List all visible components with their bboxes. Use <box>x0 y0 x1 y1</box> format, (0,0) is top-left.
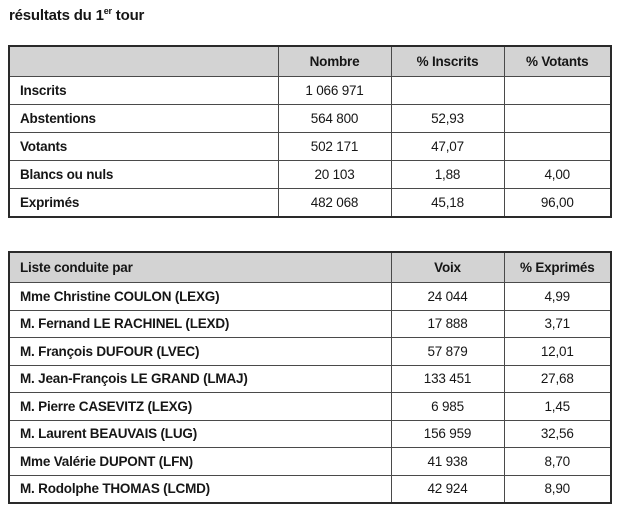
cell-pct-inscrits: 47,07 <box>390 132 505 161</box>
candidate-name: M. Pierre CASEVITZ (LEXG) <box>8 392 392 421</box>
column-header-pct-exprimes: % Exprimés <box>503 251 612 283</box>
table-row: M. Laurent BEAUVAIS (LUG) 156 959 32,56 <box>8 419 612 448</box>
cell-pct-exprimes: 8,90 <box>503 474 612 504</box>
cell-voix: 156 959 <box>390 419 505 448</box>
cell-pct-exprimes: 3,71 <box>503 309 612 338</box>
cell-pct-exprimes: 8,70 <box>503 447 612 476</box>
candidate-name: M. Fernand LE RACHINEL (LEXD) <box>8 309 392 338</box>
cell-nombre: 20 103 <box>277 160 392 189</box>
results-table: Liste conduite par Voix % Exprimés Mme C… <box>8 251 612 504</box>
cell-pct-inscrits: 45,18 <box>390 188 505 218</box>
results-header-row: Liste conduite par Voix % Exprimés <box>8 251 612 283</box>
candidate-name: M. François DUFOUR (LVEC) <box>8 337 392 366</box>
table-row: Exprimés 482 068 45,18 96,00 <box>8 188 612 218</box>
candidate-name: M. Laurent BEAUVAIS (LUG) <box>8 419 392 448</box>
cell-voix: 24 044 <box>390 282 505 311</box>
page-title-rest: tour <box>111 7 145 24</box>
turnout-table: Nombre % Inscrits % Votants Inscrits 1 0… <box>8 45 612 218</box>
cell-voix: 41 938 <box>390 447 505 476</box>
column-header-liste: Liste conduite par <box>8 251 392 283</box>
cell-pct-exprimes: 12,01 <box>503 337 612 366</box>
cell-pct-exprimes: 1,45 <box>503 392 612 421</box>
table-row: M. Rodolphe THOMAS (LCMD) 42 924 8,90 <box>8 474 612 504</box>
cell-nombre: 1 066 971 <box>277 76 392 105</box>
table-row: M. François DUFOUR (LVEC) 57 879 12,01 <box>8 337 612 366</box>
cell-pct-inscrits: 52,93 <box>390 104 505 133</box>
candidate-name: M. Rodolphe THOMAS (LCMD) <box>8 474 392 504</box>
table-row: M. Fernand LE RACHINEL (LEXD) 17 888 3,7… <box>8 309 612 338</box>
table-row: Mme Christine COULON (LEXG) 24 044 4,99 <box>8 282 612 311</box>
table-row: Mme Valérie DUPONT (LFN) 41 938 8,70 <box>8 447 612 476</box>
column-header-nombre: Nombre <box>277 45 392 77</box>
page-title-main: résultats du 1 <box>9 7 104 24</box>
page-title-superscript: er <box>103 6 112 16</box>
cell-pct-votants <box>503 76 612 105</box>
table-row: Inscrits 1 066 971 <box>8 76 612 105</box>
cell-nombre: 482 068 <box>277 188 392 218</box>
column-header-pct-inscrits: % Inscrits <box>390 45 505 77</box>
cell-voix: 57 879 <box>390 337 505 366</box>
cell-nombre: 564 800 <box>277 104 392 133</box>
turnout-header-row: Nombre % Inscrits % Votants <box>8 45 612 77</box>
table-row: Abstentions 564 800 52,93 <box>8 104 612 133</box>
table-row: Votants 502 171 47,07 <box>8 132 612 161</box>
column-header-empty <box>8 45 279 77</box>
cell-pct-inscrits: 1,88 <box>390 160 505 189</box>
table-row: M. Pierre CASEVITZ (LEXG) 6 985 1,45 <box>8 392 612 421</box>
row-label: Abstentions <box>8 104 279 133</box>
row-label: Blancs ou nuls <box>8 160 279 189</box>
cell-pct-votants: 96,00 <box>503 188 612 218</box>
column-header-pct-votants: % Votants <box>503 45 612 77</box>
cell-pct-exprimes: 27,68 <box>503 364 612 393</box>
cell-pct-votants: 4,00 <box>503 160 612 189</box>
column-header-voix: Voix <box>390 251 505 283</box>
row-label: Exprimés <box>8 188 279 218</box>
cell-pct-votants <box>503 104 612 133</box>
row-label: Votants <box>8 132 279 161</box>
cell-voix: 133 451 <box>390 364 505 393</box>
candidate-name: Mme Christine COULON (LEXG) <box>8 282 392 311</box>
cell-pct-inscrits <box>390 76 505 105</box>
candidate-name: M. Jean-François LE GRAND (LMAJ) <box>8 364 392 393</box>
cell-nombre: 502 171 <box>277 132 392 161</box>
cell-voix: 6 985 <box>390 392 505 421</box>
table-row: M. Jean-François LE GRAND (LMAJ) 133 451… <box>8 364 612 393</box>
cell-pct-votants <box>503 132 612 161</box>
page-title: résultats du 1er tour <box>9 6 145 25</box>
cell-pct-exprimes: 4,99 <box>503 282 612 311</box>
cell-voix: 17 888 <box>390 309 505 338</box>
table-row: Blancs ou nuls 20 103 1,88 4,00 <box>8 160 612 189</box>
candidate-name: Mme Valérie DUPONT (LFN) <box>8 447 392 476</box>
cell-pct-exprimes: 32,56 <box>503 419 612 448</box>
row-label: Inscrits <box>8 76 279 105</box>
cell-voix: 42 924 <box>390 474 505 504</box>
